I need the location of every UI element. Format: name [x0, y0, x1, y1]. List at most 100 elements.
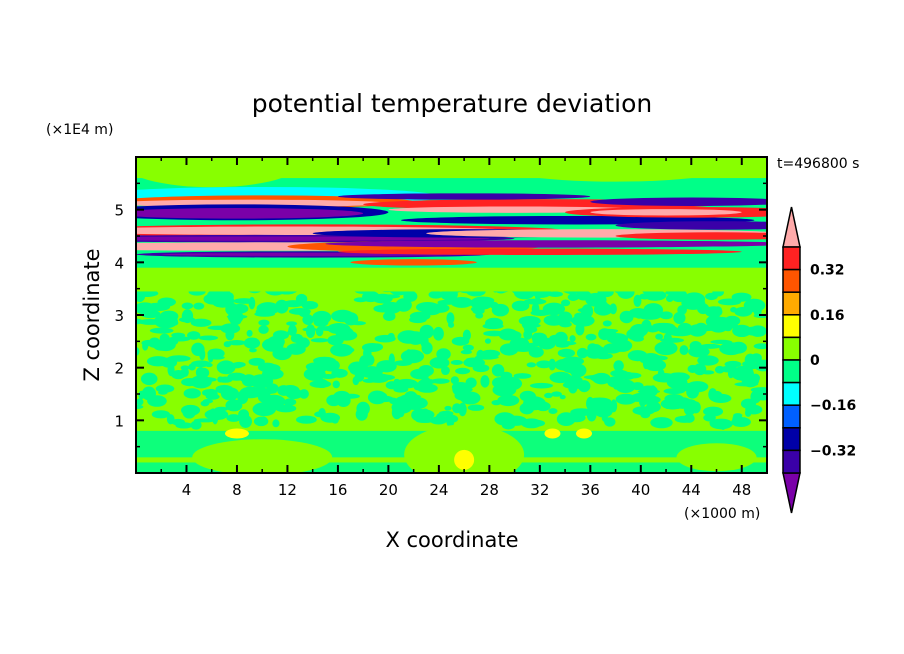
chart-title: potential temperature deviation — [252, 89, 652, 118]
colorbar-label: 0.16 — [810, 308, 845, 324]
field-patch — [569, 363, 587, 378]
field-patch — [491, 364, 505, 377]
x-tick-label: 36 — [581, 481, 600, 499]
field-patch — [652, 324, 674, 330]
field-patch — [410, 368, 431, 380]
field-patch — [564, 375, 583, 387]
field-patch — [699, 343, 721, 349]
field-patch — [310, 338, 329, 343]
field-patch — [373, 304, 392, 313]
field-patch — [719, 420, 727, 430]
field-patch — [320, 412, 341, 423]
x-tick-label: 4 — [182, 481, 192, 499]
colorbar-box — [782, 449, 801, 474]
field-patch — [177, 336, 189, 341]
field-patch — [286, 343, 306, 355]
field-patch — [467, 404, 485, 411]
field-patch — [195, 377, 217, 383]
field-patch — [633, 294, 642, 307]
field-patch — [458, 402, 467, 417]
colorbar-label: −0.16 — [810, 398, 856, 414]
field-patch — [475, 157, 756, 182]
field-patch — [248, 296, 256, 310]
field-patch — [406, 331, 425, 345]
field-patch — [448, 322, 455, 328]
field-patch — [523, 329, 533, 340]
field-patch — [559, 394, 566, 400]
field-patch — [528, 419, 546, 427]
field-patch — [586, 408, 597, 422]
field-patch — [429, 303, 450, 313]
field-patch — [650, 385, 657, 396]
field-patch — [167, 363, 175, 377]
field-patch — [650, 417, 673, 429]
field-patch — [452, 386, 473, 393]
field-patch — [141, 386, 157, 401]
field-patch — [446, 312, 455, 325]
colorbar-box — [782, 427, 801, 452]
field-patch — [225, 399, 243, 412]
field-patch — [639, 293, 651, 300]
colorbar-extend-max — [782, 206, 801, 248]
field-patch — [602, 320, 612, 327]
field-patch — [547, 291, 563, 297]
field-patch — [302, 314, 314, 325]
field-patch — [675, 373, 685, 384]
field-patch — [472, 307, 485, 315]
field-patch — [673, 401, 693, 409]
field-patch — [697, 355, 719, 366]
field-patch — [404, 424, 525, 473]
field-patch — [724, 360, 742, 368]
field-patch — [679, 345, 689, 356]
field-patch — [548, 408, 558, 415]
field-patch — [393, 360, 412, 366]
colorbar-label: −0.32 — [810, 443, 856, 459]
field-patch — [627, 350, 648, 362]
field-patch — [531, 332, 548, 343]
field-patch — [489, 301, 499, 309]
field-patch — [136, 404, 144, 409]
y-tick-label: 4 — [114, 254, 124, 272]
field-patch — [203, 293, 224, 305]
y-tick-label: 1 — [114, 412, 124, 430]
field-patch — [182, 405, 197, 419]
field-patch — [199, 348, 206, 361]
field-patch — [200, 400, 210, 407]
field-patch — [192, 439, 333, 473]
colorbar-label: 0 — [810, 353, 820, 369]
field-patch — [462, 344, 474, 351]
field-patch — [730, 307, 738, 313]
field-patch — [576, 347, 589, 359]
field-patch — [231, 303, 249, 314]
field-patch — [479, 364, 486, 370]
field-patch — [665, 294, 674, 303]
field-patch — [575, 322, 585, 336]
x-tick-label: 12 — [278, 481, 297, 499]
field-patch — [372, 293, 393, 304]
field-patch — [303, 367, 326, 381]
field-patch — [544, 392, 553, 399]
field-patch — [312, 310, 332, 324]
field-patch — [136, 289, 159, 297]
field-patch — [450, 359, 463, 365]
field-patch — [454, 449, 475, 470]
field-patch — [353, 297, 368, 303]
field-patch — [288, 308, 311, 315]
field-patch — [441, 366, 450, 376]
field-band — [350, 259, 477, 266]
field-patch — [275, 404, 297, 413]
field-patch — [404, 391, 418, 402]
field-patch — [576, 291, 588, 297]
field-patch — [444, 405, 452, 411]
field-patch — [207, 348, 225, 359]
field-patch — [226, 314, 248, 319]
field-patch — [428, 290, 444, 299]
field-patch — [581, 304, 594, 319]
field-patch — [554, 358, 574, 371]
field-patch — [613, 360, 624, 372]
field-patch — [683, 413, 695, 423]
field-patch — [529, 382, 554, 389]
field-patch — [385, 381, 399, 390]
field-patch — [544, 428, 561, 439]
field-patch — [190, 420, 202, 430]
